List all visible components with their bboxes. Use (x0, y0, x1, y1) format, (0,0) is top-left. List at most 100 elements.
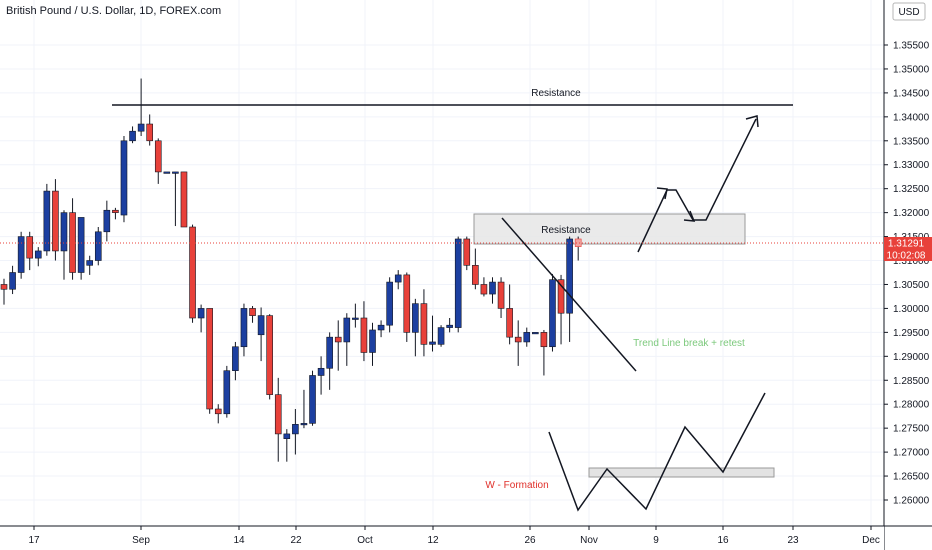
candle[interactable] (343, 313, 351, 366)
candle[interactable] (532, 332, 539, 335)
candle[interactable] (549, 273, 556, 352)
candle[interactable] (214, 404, 222, 424)
w-formation-path[interactable] (548, 392, 766, 512)
candle[interactable] (334, 320, 342, 371)
projection-path[interactable] (637, 118, 757, 253)
candle[interactable] (412, 298, 419, 357)
candle[interactable] (352, 303, 359, 328)
candle[interactable] (189, 224, 196, 323)
candle[interactable] (454, 236, 462, 333)
candle[interactable] (386, 277, 393, 333)
candle-body (326, 336, 333, 369)
candle[interactable] (566, 236, 573, 342)
candle[interactable] (506, 284, 513, 345)
candle[interactable] (463, 236, 471, 271)
candle-body (120, 140, 128, 216)
x-tick-label: Oct (357, 535, 373, 546)
resistance-zone-box[interactable] (473, 213, 746, 245)
candle[interactable] (103, 200, 111, 242)
candle[interactable] (52, 179, 59, 261)
candle[interactable] (420, 289, 428, 357)
candle-body (343, 317, 351, 343)
candle[interactable] (197, 304, 205, 333)
candle[interactable] (360, 301, 368, 362)
time-axis[interactable]: 17 Sep 14 22 Oct 12 26 Nov 9 16 23 Dec (0, 525, 932, 550)
y-tick-label: 1.26500 (893, 472, 930, 483)
y-tick-label: 1.28500 (893, 376, 930, 387)
projection-arrowhead-3 (745, 115, 759, 128)
candle[interactable] (480, 277, 488, 297)
candle[interactable] (180, 171, 188, 228)
candle[interactable] (472, 248, 479, 290)
candle[interactable] (403, 272, 411, 342)
candle[interactable] (34, 247, 42, 267)
candle[interactable] (146, 114, 153, 146)
candle[interactable] (77, 217, 85, 280)
candle[interactable] (26, 231, 34, 271)
candle-body (437, 327, 445, 345)
candle[interactable] (112, 207, 119, 220)
candle[interactable] (274, 377, 282, 462)
candle[interactable] (369, 322, 376, 366)
candle[interactable] (574, 236, 582, 261)
x-tick-label: 14 (233, 535, 245, 546)
candle[interactable] (249, 306, 256, 323)
support-zone-box[interactable] (588, 467, 775, 478)
candle[interactable] (317, 356, 325, 395)
candle[interactable] (377, 320, 385, 338)
candle[interactable] (292, 409, 299, 455)
candle[interactable] (283, 429, 291, 462)
candle-body (274, 394, 282, 435)
current-price-tag (884, 237, 932, 249)
candle[interactable] (17, 231, 25, 279)
candle[interactable] (523, 327, 531, 347)
candle-body (60, 212, 68, 252)
candle-body (403, 274, 411, 333)
candle[interactable] (257, 307, 265, 362)
y-tick-label: 1.30500 (893, 280, 930, 291)
candle[interactable] (232, 341, 239, 381)
candle[interactable] (9, 265, 16, 295)
projection-arrowhead-1 (656, 187, 668, 200)
candle[interactable] (223, 365, 231, 418)
candle[interactable] (429, 315, 436, 352)
current-price-value: 1.31291 (888, 239, 925, 250)
candle[interactable] (206, 308, 213, 414)
candle[interactable] (172, 171, 179, 227)
candle[interactable] (240, 303, 248, 357)
price-axis[interactable]: 1.26000 1.26500 1.27000 1.27500 1.28000 1.285… (883, 0, 932, 550)
candle[interactable] (0, 278, 8, 305)
candle-body (257, 315, 265, 336)
candle[interactable] (437, 325, 445, 347)
candle[interactable] (326, 332, 333, 390)
candle-body (352, 317, 359, 320)
candle[interactable] (154, 138, 162, 184)
resistance-top-label: Resistance (531, 88, 581, 99)
candle[interactable] (94, 227, 102, 266)
candle-body (94, 231, 102, 261)
candle[interactable] (489, 277, 496, 304)
candle[interactable] (60, 210, 68, 280)
trend-line[interactable] (501, 217, 637, 372)
candle[interactable] (120, 136, 128, 223)
candle-body (0, 284, 8, 290)
candle[interactable] (86, 255, 93, 275)
candle[interactable] (514, 320, 522, 366)
candle[interactable] (43, 183, 51, 256)
candle[interactable] (137, 78, 145, 136)
candle[interactable] (129, 126, 136, 144)
candle[interactable] (394, 270, 402, 290)
candle[interactable] (163, 171, 171, 174)
candle[interactable] (497, 277, 505, 318)
y-tick-label: 1.29000 (893, 352, 930, 363)
candle[interactable] (266, 314, 273, 400)
candle[interactable] (540, 329, 548, 376)
candle-body (463, 238, 471, 266)
candle-body (112, 209, 119, 213)
candle[interactable] (446, 318, 453, 333)
candle[interactable] (309, 370, 316, 426)
currency-badge[interactable] (892, 2, 926, 21)
candle[interactable] (300, 389, 308, 429)
